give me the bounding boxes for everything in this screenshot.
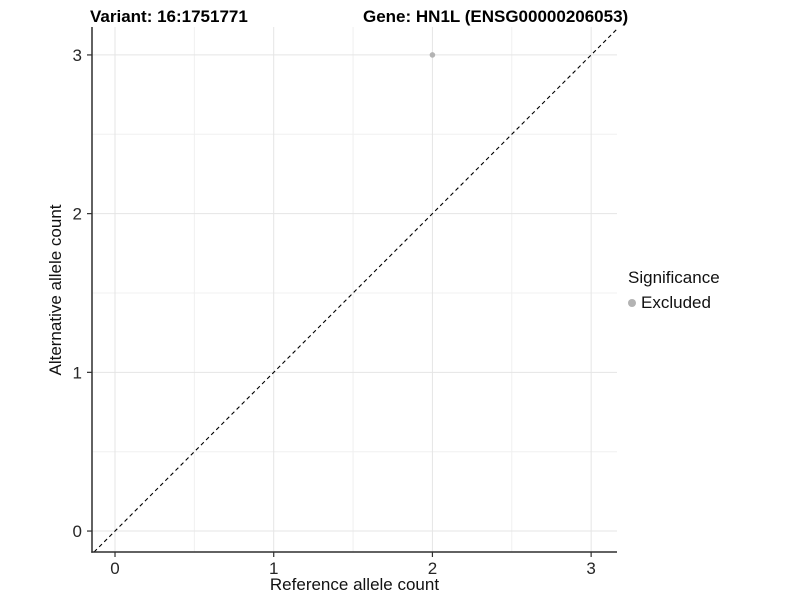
plot-title-gene: Gene: HN1L (ENSG00000206053) <box>363 7 629 26</box>
x-tick-label: 0 <box>110 559 119 578</box>
x-tick-label: 3 <box>586 559 595 578</box>
legend-item-excluded: Excluded <box>628 293 720 313</box>
legend: Significance Excluded <box>628 267 720 313</box>
y-tick-label: 2 <box>73 205 82 224</box>
y-tick-label: 0 <box>73 522 82 541</box>
data-point <box>429 52 436 58</box>
x-axis-title: Reference allele count <box>269 575 440 594</box>
legend-item-label: Excluded <box>641 293 711 312</box>
x-tick-label: 1 <box>269 559 278 578</box>
plot-title-variant: Variant: 16:1751771 <box>90 7 248 26</box>
y-tick-label: 1 <box>73 363 82 382</box>
y-axis-title: Alternative allele count <box>46 204 65 376</box>
excluded-circle-icon <box>628 299 636 307</box>
x-tick-label: 2 <box>428 559 437 578</box>
legend-title: Significance <box>628 268 720 287</box>
identity-dashed-line <box>93 28 618 553</box>
y-tick-label: 3 <box>73 46 82 65</box>
